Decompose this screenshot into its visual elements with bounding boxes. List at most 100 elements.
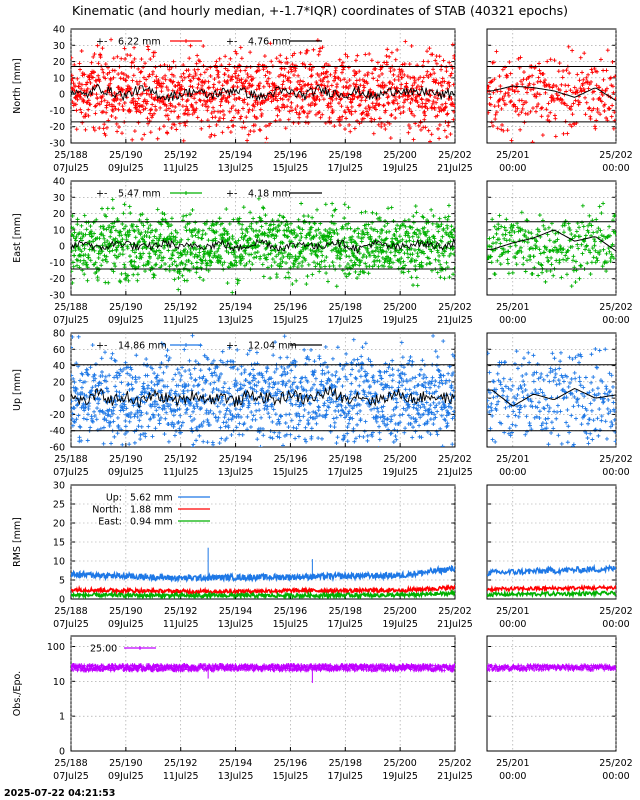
x-tick-label-doy: 25/190	[109, 454, 142, 465]
x-tick-label-date: 09Jul25	[108, 619, 144, 630]
kinematic-points	[487, 347, 616, 447]
x-tick-label-doy: 25/192	[164, 606, 197, 617]
rms-series-east	[71, 588, 455, 599]
x-tick-label-doy: 25/188	[54, 758, 87, 769]
y-tick-label: 20	[53, 209, 65, 220]
y-tick-label: 60	[53, 345, 65, 356]
plot-area-zoom	[487, 201, 616, 289]
x-tick-label-doy: 25/202	[438, 150, 471, 161]
plot-frame-zoom	[486, 180, 617, 296]
plot-area-zoom	[487, 663, 616, 673]
x-tick-label-date: 19Jul25	[382, 315, 418, 326]
y-tick-label: 40	[53, 25, 65, 36]
legend: 25.00	[90, 644, 156, 655]
y-tick-label: 40	[53, 361, 65, 372]
y-axis-label: North [mm]	[12, 58, 23, 114]
rms-series-zoom-north	[487, 583, 616, 594]
y-axis-label: Obs./Epo.	[12, 671, 23, 716]
legend-label: Up:	[106, 493, 122, 504]
legend-value: 4.76 mm	[248, 37, 291, 48]
legend-value: 5.62 mm	[130, 493, 173, 504]
rms-series-zoom-up	[487, 563, 616, 577]
x-tick-label-date: 19Jul25	[382, 771, 418, 782]
x-tick-label-date: 11Jul25	[163, 467, 199, 478]
median-line-zoom	[487, 85, 616, 102]
legend-label: East:	[98, 517, 122, 528]
x-tick-label-doy: 25/188	[54, 302, 87, 313]
x-tick-label-date: 15Jul25	[273, 771, 309, 782]
y-tick-label: 40	[53, 177, 65, 188]
x-tick-label-doy: 25/188	[54, 150, 87, 161]
y-tick-label: 20	[53, 377, 65, 388]
panel-north: -30 -20 -10 0 10 20 30 40 North [mm] 25/188 07Jul2…	[12, 25, 633, 175]
x-tick-label-date: 21Jul25	[437, 163, 473, 174]
legend-marker	[184, 191, 188, 195]
x-tick-label-date: 19Jul25	[382, 619, 418, 630]
x-tick-label-doy: 25/201	[496, 454, 529, 465]
x-tick-label-doy: 25/188	[54, 606, 87, 617]
x-tick-label-doy: 25/190	[109, 606, 142, 617]
legend-marker	[138, 646, 142, 650]
plot-frame-main	[70, 635, 456, 752]
y-tick-label: 100	[47, 642, 65, 653]
y-tick-label: -20	[49, 274, 65, 285]
plot-area-main	[71, 37, 455, 143]
y-tick-label: 0	[59, 394, 65, 405]
y-tick-label: 20	[53, 57, 65, 68]
y-tick-label: 10	[53, 225, 65, 236]
x-tick-label-doy: 25/192	[164, 454, 197, 465]
x-tick-label-date: 15Jul25	[273, 163, 309, 174]
rms-series-up	[71, 564, 455, 584]
y-tick-label: 30	[53, 193, 65, 204]
x-tick-label-date: 17Jul25	[327, 771, 363, 782]
x-tick-label-doy: 25/202	[438, 302, 471, 313]
x-tick-label-doy: 25/200	[383, 606, 416, 617]
x-tick-label-doy: 25/202	[599, 302, 632, 313]
x-tick-label-date: 17Jul25	[327, 467, 363, 478]
y-tick-label: 0	[59, 595, 65, 606]
x-tick-label-doy: 25/198	[329, 454, 362, 465]
panel-east: -30 -20 -10 0 10 20 30 40 East [mm] 25/188 07Jul25…	[12, 177, 633, 327]
plot-area-zoom	[487, 347, 616, 447]
y-tick-label: -20	[49, 410, 65, 421]
kinematic-points	[487, 44, 616, 143]
x-tick-label-date: 07Jul25	[53, 771, 89, 782]
x-tick-label-date: 07Jul25	[53, 467, 89, 478]
legend-value: 5.47 mm	[118, 189, 161, 200]
median-line-zoom	[487, 387, 616, 407]
y-tick-label: 80	[53, 329, 65, 340]
x-tick-label-time: 00:00	[602, 163, 629, 174]
y-tick-label: -20	[49, 122, 65, 133]
x-tick-label-date: 09Jul25	[108, 315, 144, 326]
obs-points-zoom	[487, 663, 616, 673]
x-tick-label-time: 00:00	[499, 163, 526, 174]
x-tick-label-doy: 25/196	[274, 150, 307, 161]
kinematic-points	[487, 201, 616, 289]
x-tick-label-date: 09Jul25	[108, 467, 144, 478]
y-tick-label: -40	[49, 426, 65, 437]
kinematic-points	[71, 196, 455, 295]
y-tick-label: 10	[53, 557, 65, 568]
legend-label: North:	[92, 505, 122, 516]
x-tick-label-time: 00:00	[602, 771, 629, 782]
x-tick-label-date: 19Jul25	[382, 467, 418, 478]
y-tick-label: -10	[49, 258, 65, 269]
x-tick-label-doy: 25/192	[164, 150, 197, 161]
legend-prefix: +-	[226, 189, 237, 200]
y-tick-label: 10	[53, 73, 65, 84]
y-tick-label: 30	[53, 481, 65, 492]
legend-value: 14.86 mm	[118, 341, 167, 352]
x-tick-label-date: 13Jul25	[218, 467, 254, 478]
y-tick-label: 10	[53, 677, 65, 688]
x-tick-label-date: 15Jul25	[273, 315, 309, 326]
x-tick-label-time: 00:00	[499, 619, 526, 630]
obs-points	[71, 662, 455, 673]
x-tick-label-doy: 25/201	[496, 606, 529, 617]
x-tick-label-date: 13Jul25	[218, 619, 254, 630]
x-tick-label-time: 00:00	[602, 619, 629, 630]
x-tick-label-doy: 25/196	[274, 302, 307, 313]
median-line	[71, 237, 455, 254]
y-tick-label: -30	[49, 291, 65, 302]
x-tick-label-doy: 25/190	[109, 758, 142, 769]
legend-prefix: +-	[96, 189, 107, 200]
